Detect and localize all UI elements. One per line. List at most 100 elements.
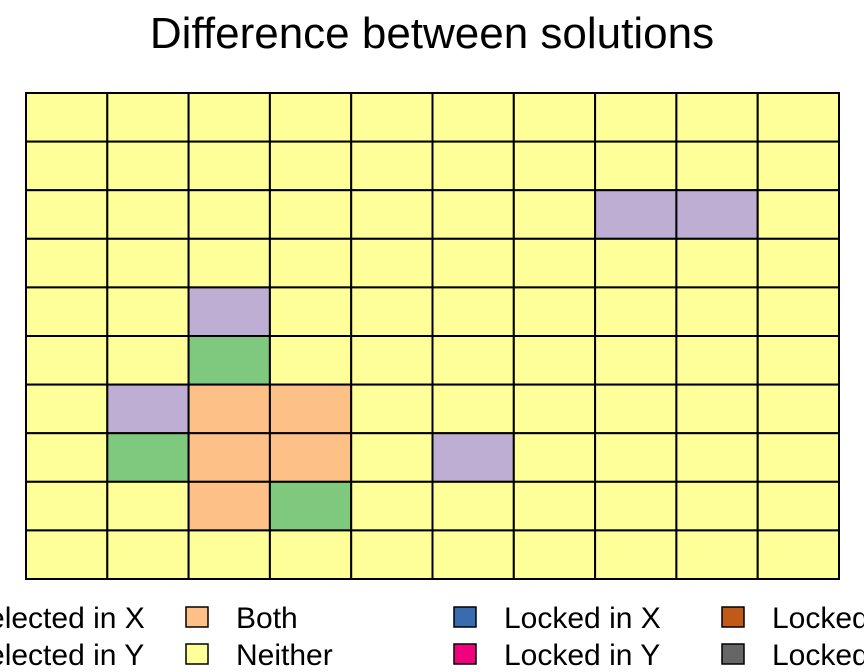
heatmap-cell-neither <box>756 92 841 143</box>
heatmap-cell-neither <box>268 237 353 289</box>
legend: Selected in X Selected in Y Both Neither Loc… <box>0 602 864 672</box>
legend-label: Selected in Y <box>0 639 144 672</box>
heatmap-cell-neither <box>512 335 597 386</box>
heatmap-cell-neither <box>594 140 678 192</box>
legend-label: Locked in Y <box>504 639 660 672</box>
heatmap-cell-neither <box>106 480 190 532</box>
heatmap-cell-both <box>268 432 353 483</box>
heatmap-cell-neither <box>25 480 109 532</box>
heatmap-cell-neither <box>187 237 271 289</box>
heatmap-cell-neither <box>512 286 597 337</box>
legend-item-both: Both <box>185 602 298 635</box>
heatmap-cell-neither <box>187 140 271 192</box>
heatmap-cell-neither <box>25 286 109 337</box>
heatmap-cell-neither <box>431 237 515 289</box>
legend-swatch <box>453 606 477 628</box>
heatmap-cell-neither <box>431 383 515 435</box>
heatmap-cell-neither <box>594 432 678 483</box>
heatmap-cell-neither <box>431 286 515 337</box>
heatmap-cell-neither <box>106 335 190 386</box>
legend-item-locked-x: Locked in X <box>453 602 661 635</box>
heatmap-cell-neither <box>756 529 841 581</box>
legend-label: Selected in X <box>0 602 145 635</box>
heatmap-cell-selected-y <box>431 432 515 483</box>
heatmap-cell-both <box>268 383 353 435</box>
heatmap-cell-neither <box>268 189 353 240</box>
heatmap-cell-neither <box>756 140 841 192</box>
heatmap-cell-neither <box>25 237 109 289</box>
heatmap-cell-neither <box>431 140 515 192</box>
legend-swatch <box>721 606 745 628</box>
legend-item-neither: Neither <box>185 639 333 672</box>
heatmap-cell-selected-y <box>675 189 759 240</box>
heatmap-cell-neither <box>675 432 759 483</box>
heatmap-cell-neither <box>675 529 759 581</box>
heatmap-cell-neither <box>350 237 434 289</box>
heatmap-cell-neither <box>675 480 759 532</box>
heatmap-cell-selected-y <box>187 286 271 337</box>
heatmap-cell-neither <box>756 383 841 435</box>
heatmap-cell-neither <box>25 92 109 143</box>
heatmap-cell-neither <box>268 140 353 192</box>
heatmap-cell-neither <box>268 529 353 581</box>
heatmap-cell-neither <box>25 432 109 483</box>
legend-item-locked-neither: Locked in Neither <box>721 639 864 672</box>
heatmap-cell-neither <box>594 335 678 386</box>
heatmap-cell-neither <box>594 383 678 435</box>
heatmap-cell-neither <box>25 335 109 386</box>
heatmap-cell-neither <box>350 286 434 337</box>
legend-label: Locked in X <box>504 602 661 635</box>
heatmap-cell-neither <box>594 237 678 289</box>
heatmap-cell-selected-y <box>106 383 190 435</box>
heatmap-cell-neither <box>25 529 109 581</box>
heatmap-cell-neither <box>25 383 109 435</box>
legend-swatch <box>453 643 477 665</box>
heatmap-cell-selected-y <box>594 189 678 240</box>
heatmap-cell-neither <box>431 335 515 386</box>
heatmap-cell-neither <box>675 335 759 386</box>
heatmap-cell-neither <box>350 529 434 581</box>
heatmap-cell-neither <box>25 189 109 240</box>
legend-item-locked-y: Locked in Y <box>453 639 660 672</box>
heatmap-cell-neither <box>594 286 678 337</box>
heatmap-cell-neither <box>268 286 353 337</box>
legend-label: Neither <box>236 639 333 672</box>
legend-item-locked-both: Locked in Both <box>721 602 864 635</box>
heatmap-cell-neither <box>756 432 841 483</box>
heatmap-cell-selected-x <box>187 335 271 386</box>
heatmap-cell-neither <box>431 189 515 240</box>
heatmap-cell-selected-x <box>268 480 353 532</box>
heatmap-cell-neither <box>350 189 434 240</box>
legend-swatch <box>721 643 745 665</box>
heatmap-cell-neither <box>512 189 597 240</box>
legend-label: Both <box>236 602 298 635</box>
heatmap-cell-neither <box>756 286 841 337</box>
heatmap-cell-neither <box>268 92 353 143</box>
heatmap-cell-neither <box>512 237 597 289</box>
heatmap-cell-neither <box>594 92 678 143</box>
heatmap-cell-neither <box>350 432 434 483</box>
heatmap-cell-neither <box>106 286 190 337</box>
heatmap-cell-neither <box>350 140 434 192</box>
heatmap-cell-neither <box>25 140 109 192</box>
heatmap-cell-neither <box>675 237 759 289</box>
heatmap-cell-neither <box>268 335 353 386</box>
heatmap-cell-neither <box>431 529 515 581</box>
heatmap-cell-neither <box>594 529 678 581</box>
heatmap-cell-neither <box>756 237 841 289</box>
heatmap-cell-neither <box>675 92 759 143</box>
legend-swatch <box>185 643 209 665</box>
heatmap-cell-neither <box>675 286 759 337</box>
legend-item-selected-x: Selected in X <box>0 602 145 635</box>
heatmap-cell-neither <box>756 335 841 386</box>
heatmap-cell-neither <box>512 480 597 532</box>
heatmap-cell-neither <box>431 92 515 143</box>
heatmap-cell-neither <box>106 140 190 192</box>
heatmap-cell-neither <box>512 140 597 192</box>
heatmap-cell-selected-x <box>106 432 190 483</box>
heatmap-grid <box>25 92 841 581</box>
legend-label: Locked in Both <box>772 602 864 635</box>
heatmap-cell-neither <box>675 140 759 192</box>
heatmap-cell-neither <box>187 529 271 581</box>
